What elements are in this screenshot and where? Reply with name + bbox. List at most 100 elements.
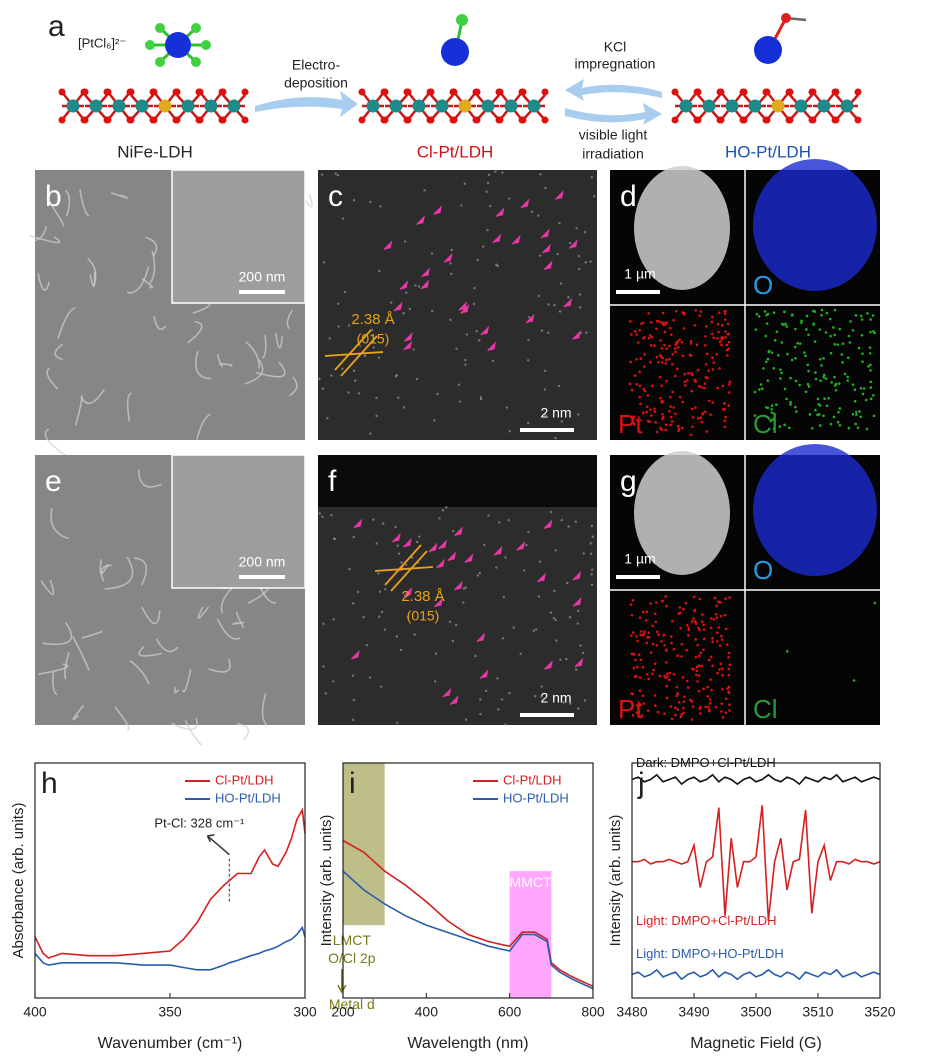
pt-map-dot (727, 690, 730, 694)
pt-map-dot (702, 386, 706, 390)
pt-map-dot (638, 676, 642, 679)
pt-map-dot (657, 633, 660, 637)
pt-map-dot (649, 651, 653, 654)
cl-map-dot (838, 407, 842, 410)
cl-map-dot (777, 353, 780, 357)
cl-map-dot (860, 333, 864, 337)
map-label: Cl (753, 694, 778, 724)
pt-map-dot (654, 421, 657, 424)
pt-map-dot (699, 651, 703, 655)
flake-edge (37, 273, 51, 291)
atom-dot (537, 294, 541, 298)
step-label: impregnation (575, 56, 656, 72)
atom-dot (318, 512, 321, 515)
pt-map-dot (713, 596, 717, 600)
pt-map-dot (639, 630, 643, 633)
oxygen-atom (717, 116, 725, 124)
atom-dot (465, 333, 469, 336)
oxygen-atom (127, 116, 135, 124)
pt-map-dot (710, 320, 714, 324)
pt-map-dot (718, 340, 722, 344)
pt-map-dot (682, 706, 685, 710)
pt-map-dot (719, 601, 722, 604)
atom-dot (449, 262, 452, 265)
atom-dot (495, 566, 498, 569)
atom-dot (547, 331, 550, 335)
pt-map-dot (634, 330, 637, 333)
flake-edge (54, 343, 64, 361)
flake-edge (52, 671, 58, 696)
pt-map-dot (676, 654, 679, 658)
atom-dot (464, 358, 467, 362)
cl-map-dot (861, 392, 865, 396)
cl-map-dot (770, 404, 774, 407)
atom-dot (375, 414, 378, 418)
flake-edge (261, 334, 267, 359)
pt-map-dot (651, 384, 654, 388)
pt-map-dot (638, 702, 642, 706)
pt-map-dot (669, 405, 672, 408)
cl-map-dot (856, 426, 860, 430)
atom-dot (500, 698, 504, 701)
cl-map-dot (794, 405, 797, 409)
flake-edge (46, 367, 59, 390)
pt-map-dot (635, 357, 638, 361)
pt-map-dot (659, 427, 663, 431)
oxygen-atom (496, 88, 504, 96)
flake-edge (129, 660, 150, 685)
pt-map-dot (710, 688, 713, 692)
pt-map-dot (715, 640, 719, 643)
atom-dot (320, 173, 324, 176)
pt-map-dot (692, 595, 696, 599)
scale-label: 200 nm (239, 554, 286, 570)
atom-dot (578, 267, 581, 271)
pt-map-dot (646, 394, 650, 397)
pt-map-dot (714, 705, 718, 709)
annotation: Pt-Cl: 328 cm⁻¹ (154, 816, 245, 831)
pt-map-dot (668, 357, 671, 361)
atom-dot (519, 652, 522, 655)
pt-map-dot (670, 641, 673, 645)
pt-map-dot (709, 626, 713, 630)
platinum-atom (754, 36, 782, 64)
pt-map-dot (641, 665, 645, 669)
pt-map-dot (661, 400, 665, 403)
cl-map-dot (794, 356, 797, 360)
pt-map-dot (656, 630, 659, 634)
pt-map-dot (683, 380, 687, 384)
pt-map-dot (693, 620, 697, 623)
pt-map-dot (660, 599, 664, 603)
cl-map-dot (840, 353, 844, 356)
cl-map-dot (766, 379, 770, 382)
cl-map-dot (779, 377, 782, 380)
pt-map-dot (727, 656, 730, 659)
cl-map-dot (865, 427, 869, 431)
pt-map-dot (723, 425, 727, 429)
pt-map-dot (728, 383, 731, 386)
pt-map-dot (668, 671, 672, 675)
atom-dot (330, 374, 333, 377)
atom-dot (565, 657, 568, 661)
pt-map-dot (695, 343, 699, 347)
pt-arrow (454, 580, 463, 591)
cl-map-dot (846, 356, 850, 360)
flake-edge (141, 277, 154, 289)
pt-map-dot (697, 689, 701, 693)
cl-map-dot (864, 398, 868, 402)
pt-map-dot (683, 384, 687, 387)
pt-map-dot (721, 384, 725, 388)
pt-map-dot (683, 695, 686, 698)
pt-arrow (392, 532, 401, 543)
atom-dot (431, 309, 434, 313)
metal-atom (504, 99, 518, 113)
legend-label: Cl-Pt/LDH (215, 772, 274, 787)
pt-map-dot (681, 311, 684, 314)
pt-arrow (393, 301, 403, 312)
pt-arrow (572, 330, 581, 341)
atom-dot (433, 419, 436, 422)
cl-map-dot (807, 385, 811, 388)
pt-map-dot (672, 318, 675, 322)
oxygen-atom (740, 88, 748, 96)
pt-arrow (563, 297, 573, 308)
pt-map-dot (717, 626, 721, 629)
